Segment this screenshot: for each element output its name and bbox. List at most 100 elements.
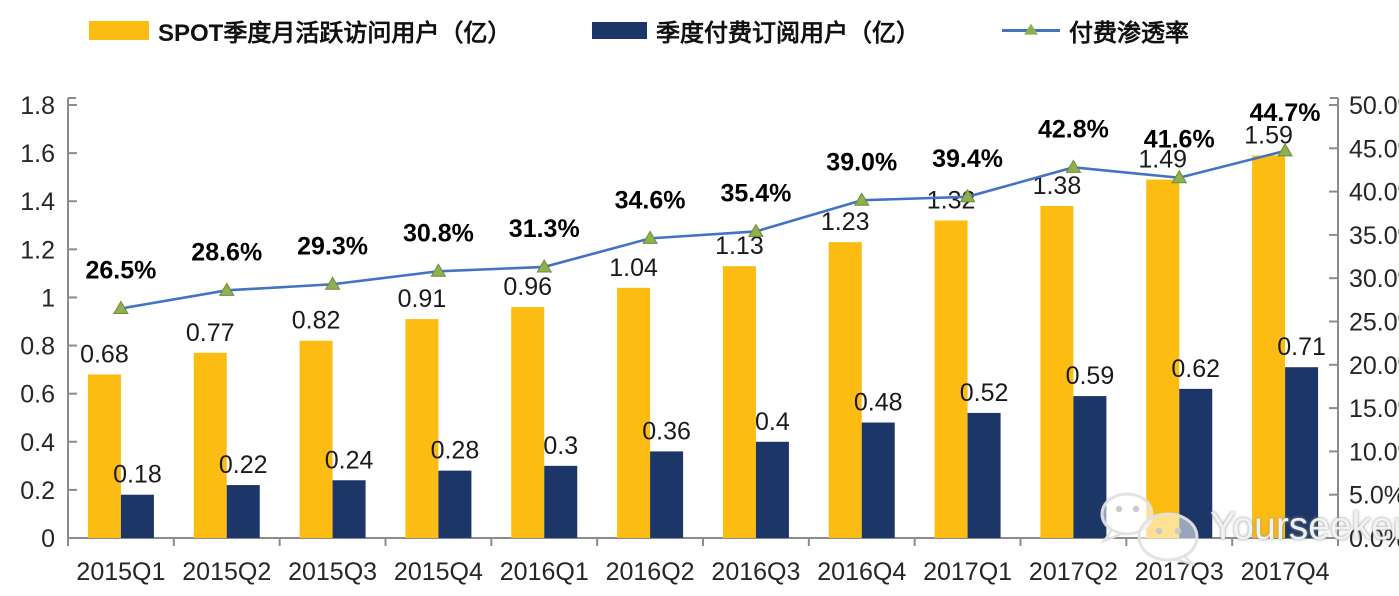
x-axis-label: 2015Q2 <box>182 558 271 586</box>
x-axis-label: 2017Q4 <box>1241 558 1330 586</box>
legend-item-subscribers: 季度付费订阅用户（亿） <box>592 17 920 47</box>
left-axis-label: 1.2 <box>20 236 55 264</box>
bar-subscribers <box>755 441 789 538</box>
bar-mau <box>511 307 545 538</box>
bar-mau <box>87 374 121 538</box>
bar-subscribers <box>650 451 684 538</box>
legend-swatch-subscribers <box>592 21 647 39</box>
bar-mau <box>1040 206 1074 539</box>
penetration-marker <box>324 276 341 290</box>
right-axis-label: 35.0% <box>1349 222 1399 250</box>
bar-subscribers <box>438 470 472 538</box>
triangle-marker-icon <box>1024 23 1038 35</box>
left-axis-label: 1 <box>41 284 55 312</box>
bar-value-label-mau: 0.68 <box>80 340 129 368</box>
legend-label-subscribers: 季度付费订阅用户（亿） <box>656 19 920 47</box>
left-axis-label: 0.8 <box>20 333 55 361</box>
bar-value-label-subscribers: 0.4 <box>755 408 790 436</box>
right-axis-label: 5.0% <box>1349 482 1399 510</box>
bar-subscribers <box>120 494 154 538</box>
right-axis-label: 10.0% <box>1349 438 1399 466</box>
bar-mau <box>299 340 333 538</box>
legend-swatch-mau <box>89 20 149 40</box>
right-axis-label: 45.0% <box>1349 135 1399 163</box>
right-axis-label: 50.0% <box>1349 92 1399 120</box>
left-axis-label: 1.6 <box>20 140 55 168</box>
penetration-value-label: 42.8% <box>1038 115 1109 143</box>
penetration-value-label: 39.4% <box>932 145 1003 173</box>
penetration-value-label: 34.6% <box>615 186 686 214</box>
bar-subscribers <box>1073 396 1107 538</box>
penetration-value-label: 29.3% <box>297 232 368 260</box>
penetration-marker <box>748 223 764 237</box>
left-axis-label: 0.4 <box>20 429 55 457</box>
bar-value-label-mau: 0.96 <box>503 273 552 301</box>
bar-subscribers <box>1179 388 1213 538</box>
bar-subscribers <box>226 485 260 538</box>
bar-value-label-mau: 0.77 <box>186 319 235 347</box>
bar-mau <box>722 266 756 538</box>
left-axis-label: 1.8 <box>20 92 55 120</box>
bar-value-label-mau: 1.23 <box>821 208 870 236</box>
penetration-marker <box>1277 142 1293 157</box>
penetration-value-label: 41.6% <box>1144 126 1215 154</box>
bar-mau <box>828 242 862 538</box>
bar-value-label-mau: 1.49 <box>1138 146 1187 174</box>
bar-subscribers <box>861 422 895 538</box>
bar-value-label-mau: 1.04 <box>609 254 658 282</box>
bar-value-label-subscribers: 0.71 <box>1277 333 1326 361</box>
right-axis-label: 0.0% <box>1349 525 1399 553</box>
legend-item-mau: SPOT季度月活跃访问用户（亿） <box>89 17 511 47</box>
penetration-value-label: 26.5% <box>85 257 156 285</box>
bar-mau <box>617 287 651 538</box>
bar-value-label-subscribers: 0.52 <box>960 379 1009 407</box>
bar-subscribers <box>967 412 1001 538</box>
penetration-line <box>120 149 1286 310</box>
right-axis-label: 25.0% <box>1349 309 1399 337</box>
penetration-marker <box>1171 169 1188 184</box>
x-axis-label: 2016Q2 <box>606 558 695 586</box>
x-axis-label: 2015Q3 <box>288 558 377 586</box>
x-axis-label: 2016Q4 <box>817 558 906 586</box>
bar-value-label-subscribers: 0.59 <box>1066 362 1115 390</box>
x-axis-label: 2016Q3 <box>711 558 800 586</box>
penetration-marker <box>959 188 976 203</box>
bar-mau <box>193 352 227 538</box>
penetration-marker <box>536 258 553 273</box>
legend-item-penetration: 付费渗透率 <box>1002 17 1189 47</box>
bar-mau <box>1252 155 1286 538</box>
x-axis-label: 2015Q1 <box>76 558 165 586</box>
bar-subscribers <box>332 480 366 538</box>
x-axis-label: 2016Q1 <box>500 558 589 586</box>
left-axis-label: 0.6 <box>20 381 55 409</box>
bar-value-label-subscribers: 0.28 <box>431 437 480 465</box>
bar-value-label-subscribers: 0.24 <box>325 446 374 474</box>
penetration-value-label: 28.6% <box>191 238 262 266</box>
right-axis-label: 15.0% <box>1349 395 1399 423</box>
legend-label-penetration: 付费渗透率 <box>1069 19 1189 47</box>
right-axis-label: 40.0% <box>1349 179 1399 207</box>
bar-value-label-mau: 0.82 <box>292 307 341 335</box>
bar-value-label-subscribers: 0.62 <box>1171 355 1220 383</box>
left-axis-label: 0 <box>41 525 55 553</box>
bar-mau <box>405 319 439 538</box>
bar-value-label-subscribers: 0.22 <box>219 451 268 479</box>
bar-mau <box>1146 179 1180 539</box>
penetration-value-label: 39.0% <box>826 148 897 176</box>
left-axis-label: 1.4 <box>20 188 55 216</box>
legend-swatch-penetration <box>1002 23 1060 35</box>
penetration-marker <box>430 263 447 277</box>
penetration-marker <box>218 282 235 296</box>
penetration-marker <box>642 230 658 244</box>
bar-value-label-subscribers: 0.48 <box>854 389 903 417</box>
x-axis-label: 2017Q2 <box>1029 558 1118 586</box>
legend-label-mau: SPOT季度月活跃访问用户（亿） <box>158 19 512 47</box>
right-axis-label: 20.0% <box>1349 352 1399 380</box>
penetration-value-label: 30.8% <box>403 219 474 247</box>
x-axis-label: 2017Q1 <box>923 558 1012 586</box>
left-axis-label: 0.2 <box>20 477 55 505</box>
x-axis-label: 2015Q4 <box>394 558 483 586</box>
bar-mau <box>934 220 968 538</box>
